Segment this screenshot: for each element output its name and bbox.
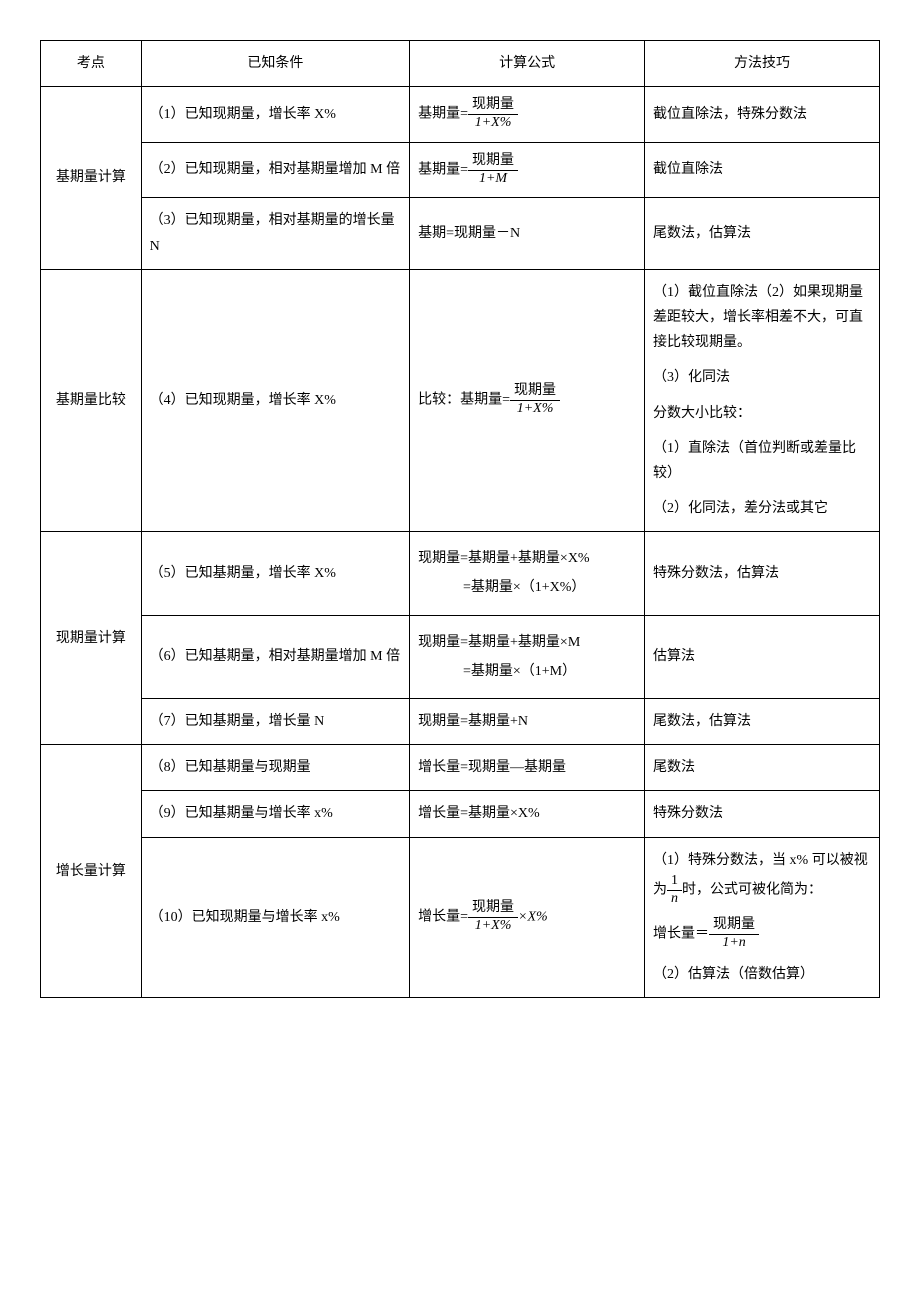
formula-suffix: ×X% <box>518 910 548 925</box>
fraction: 现期量1+X% <box>468 97 518 132</box>
fraction-num: 现期量 <box>709 917 759 934</box>
condition-cell: （10）已知现期量与增长率 x% <box>141 837 409 998</box>
fraction-num: 现期量 <box>510 383 560 400</box>
condition-cell: （6）已知基期量，相对基期量增加 M 倍 <box>141 615 409 698</box>
fraction-den: 1+X% <box>510 400 560 418</box>
condition-cell: （2）已知现期量，相对基期量增加 M 倍 <box>141 142 409 198</box>
formula-prefix: 基期量= <box>418 162 468 177</box>
condition-cell: （3）已知现期量，相对基期量的增长量 N <box>141 198 409 269</box>
method-line: （1）特殊分数法，当 x% 可以被视为1n时，公式可被化简为： <box>653 848 871 908</box>
method-line: 增长量＝现期量1+n <box>653 917 871 952</box>
formula-line: 现期量=基期量+基期量×M <box>418 630 636 655</box>
formula-cell: 现期量=基期量+N <box>410 699 645 745</box>
topic-cell: 现期量计算 <box>41 532 142 745</box>
header-method: 方法技巧 <box>645 41 880 87</box>
method-line: （3）化同法 <box>653 365 871 390</box>
formula-cell: 基期量=现期量1+X% <box>410 87 645 143</box>
formula-line: =基期量×（1+X%） <box>418 575 636 600</box>
topic-cell: 增长量计算 <box>41 745 142 998</box>
table-row: 增长量计算 （8）已知基期量与现期量 增长量=现期量—基期量 尾数法 <box>41 745 880 791</box>
fraction-num: 现期量 <box>468 900 518 917</box>
formula-cell: 基期=现期量－N <box>410 198 645 269</box>
formula-table: 考点 已知条件 计算公式 方法技巧 基期量计算 （1）已知现期量，增长率 X% … <box>40 40 880 998</box>
topic-cell: 基期量比较 <box>41 269 142 532</box>
fraction: 现期量1+X% <box>468 900 518 935</box>
method-cell: 特殊分数法，估算法 <box>645 532 880 615</box>
header-topic: 考点 <box>41 41 142 87</box>
method-cell: 尾数法，估算法 <box>645 198 880 269</box>
fraction: 1n <box>667 873 682 908</box>
table-row: （2）已知现期量，相对基期量增加 M 倍 基期量=现期量1+M 截位直除法 <box>41 142 880 198</box>
table-body: 基期量计算 （1）已知现期量，增长率 X% 基期量=现期量1+X% 截位直除法，… <box>41 87 880 998</box>
formula-line: =基期量×（1+M） <box>418 659 636 684</box>
formula-cell: 比较：基期量=现期量1+X% <box>410 269 645 532</box>
method-line: （1）截位直除法（2）如果现期量差距较大，增长率相差不大，可直接比较现期量。 <box>653 280 871 356</box>
fraction-den: 1+n <box>709 934 759 952</box>
method-cell: （1）截位直除法（2）如果现期量差距较大，增长率相差不大，可直接比较现期量。 （… <box>645 269 880 532</box>
fraction-num: 现期量 <box>468 97 518 114</box>
table-header-row: 考点 已知条件 计算公式 方法技巧 <box>41 41 880 87</box>
formula-cell: 增长量=现期量—基期量 <box>410 745 645 791</box>
method-line: （1）直除法（首位判断或差量比较） <box>653 436 871 486</box>
condition-cell: （9）已知基期量与增长率 x% <box>141 791 409 837</box>
topic-cell: 基期量计算 <box>41 87 142 270</box>
header-condition: 已知条件 <box>141 41 409 87</box>
formula-cell: 现期量=基期量+基期量×X% =基期量×（1+X%） <box>410 532 645 615</box>
fraction: 现期量1+n <box>709 917 759 952</box>
table-row: （10）已知现期量与增长率 x% 增长量=现期量1+X%×X% （1）特殊分数法… <box>41 837 880 998</box>
table-row: 基期量计算 （1）已知现期量，增长率 X% 基期量=现期量1+X% 截位直除法，… <box>41 87 880 143</box>
table-row: 基期量比较 （4）已知现期量，增长率 X% 比较：基期量=现期量1+X% （1）… <box>41 269 880 532</box>
fraction: 现期量1+M <box>468 153 518 188</box>
method-line: （2）估算法（倍数估算） <box>653 962 871 987</box>
condition-cell: （5）已知基期量，增长率 X% <box>141 532 409 615</box>
formula-cell: 增长量=基期量×X% <box>410 791 645 837</box>
header-formula: 计算公式 <box>410 41 645 87</box>
method-cell: 特殊分数法 <box>645 791 880 837</box>
condition-cell: （4）已知现期量，增长率 X% <box>141 269 409 532</box>
formula-cell: 增长量=现期量1+X%×X% <box>410 837 645 998</box>
method-cell: 截位直除法，特殊分数法 <box>645 87 880 143</box>
table-row: （6）已知基期量，相对基期量增加 M 倍 现期量=基期量+基期量×M =基期量×… <box>41 615 880 698</box>
formula-cell: 现期量=基期量+基期量×M =基期量×（1+M） <box>410 615 645 698</box>
fraction: 现期量1+X% <box>510 383 560 418</box>
table-row: （9）已知基期量与增长率 x% 增长量=基期量×X% 特殊分数法 <box>41 791 880 837</box>
fraction-num: 现期量 <box>468 153 518 170</box>
table-row: （7）已知基期量，增长量 N 现期量=基期量+N 尾数法，估算法 <box>41 699 880 745</box>
method-line: 分数大小比较： <box>653 401 871 426</box>
formula-line: 现期量=基期量+基期量×X% <box>418 546 636 571</box>
formula-cell: 基期量=现期量1+M <box>410 142 645 198</box>
method-cell: 截位直除法 <box>645 142 880 198</box>
fraction-den: n <box>667 890 682 908</box>
fraction-num: 1 <box>667 873 682 890</box>
table-row: 现期量计算 （5）已知基期量，增长率 X% 现期量=基期量+基期量×X% =基期… <box>41 532 880 615</box>
table-row: （3）已知现期量，相对基期量的增长量 N 基期=现期量－N 尾数法，估算法 <box>41 198 880 269</box>
method-cell: 尾数法 <box>645 745 880 791</box>
method-cell: 估算法 <box>645 615 880 698</box>
method-line: （2）化同法，差分法或其它 <box>653 496 871 521</box>
method-cell: 尾数法，估算法 <box>645 699 880 745</box>
formula-prefix: 增长量= <box>418 910 468 925</box>
fraction-den: 1+X% <box>468 917 518 935</box>
method-cell: （1）特殊分数法，当 x% 可以被视为1n时，公式可被化简为： 增长量＝现期量1… <box>645 837 880 998</box>
formula-prefix: 比较：基期量= <box>418 393 510 408</box>
fraction-den: 1+M <box>468 170 518 188</box>
formula-prefix: 基期量= <box>418 107 468 122</box>
condition-cell: （7）已知基期量，增长量 N <box>141 699 409 745</box>
condition-cell: （1）已知现期量，增长率 X% <box>141 87 409 143</box>
condition-cell: （8）已知基期量与现期量 <box>141 745 409 791</box>
fraction-den: 1+X% <box>468 114 518 132</box>
